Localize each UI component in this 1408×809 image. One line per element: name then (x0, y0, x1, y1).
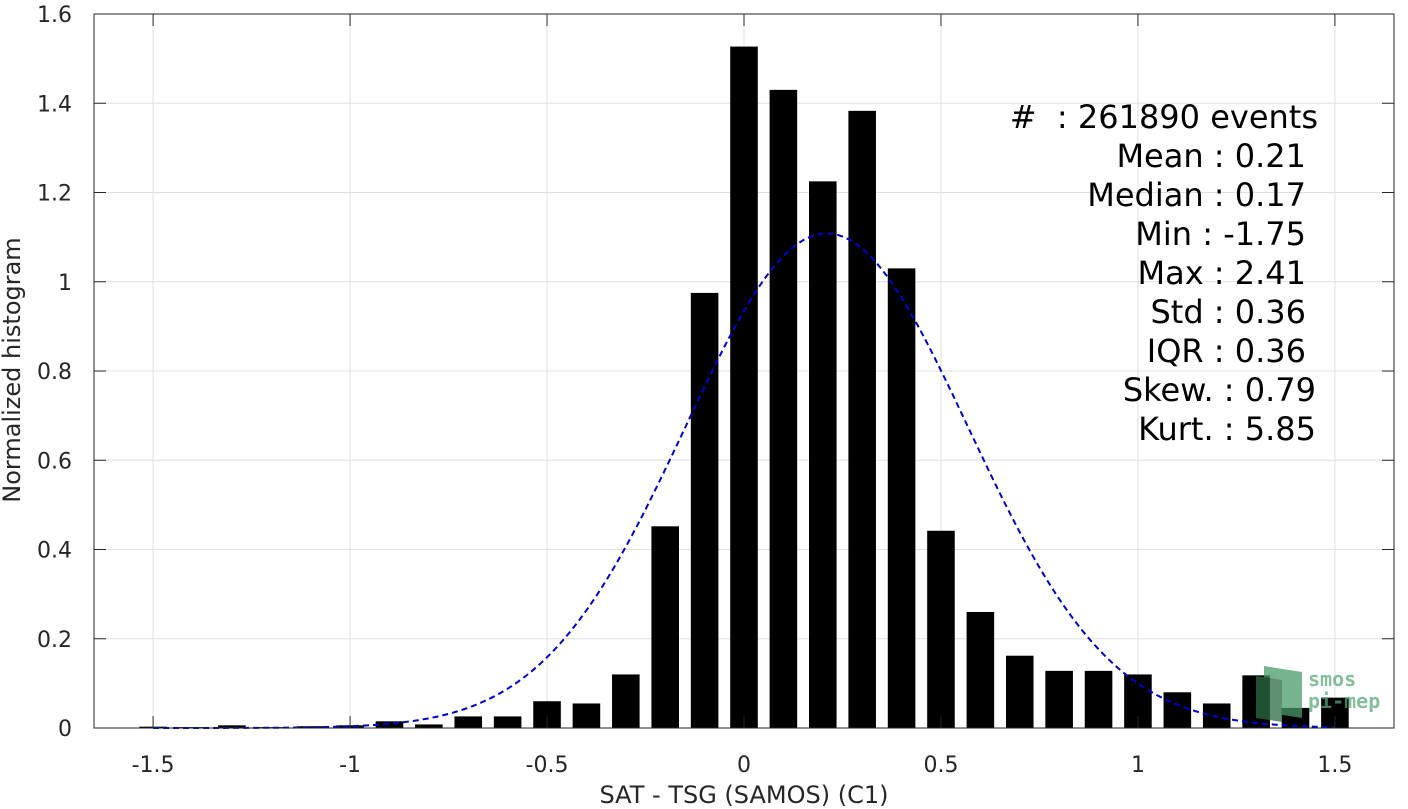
x-axis-label: SAT - TSG (SAMOS) (C1) (600, 781, 889, 809)
bar (296, 726, 325, 728)
y-tick-labels: 0 0.2 0.4 0.6 0.8 1 1.2 1.4 1.6 (37, 3, 72, 742)
y-tick-label: 0.6 (37, 449, 72, 474)
x-tick-label: 0 (737, 753, 751, 778)
bar (493, 716, 522, 728)
bar (1084, 670, 1113, 728)
bar (375, 721, 404, 728)
stat-min: Min : -1.75 (1135, 215, 1306, 253)
bar (1045, 670, 1073, 728)
stat-median: Median : 0.17 (1087, 176, 1306, 214)
x-tick-label: 1 (1131, 753, 1145, 778)
bar (809, 181, 837, 728)
bar (769, 89, 798, 729)
stat-skew: Skew. : 0.79 (1123, 371, 1316, 409)
bar (1005, 655, 1034, 728)
bar (651, 526, 679, 728)
bar (612, 674, 640, 728)
bar (966, 611, 995, 728)
bar (690, 292, 719, 728)
stat-iqr: IQR : 0.36 (1147, 332, 1306, 370)
normal-fit-curve (153, 232, 1335, 729)
y-tick-label: 0.8 (37, 360, 72, 385)
bar (454, 716, 483, 728)
y-axis-label: Normalized histogram (0, 237, 26, 502)
y-tick-label: 1.6 (37, 3, 72, 28)
stat-max: Max : 2.41 (1137, 254, 1306, 292)
stat-mean: Mean : 0.21 (1116, 137, 1306, 175)
bar (415, 724, 443, 728)
axis-ticks (94, 13, 1394, 729)
smos-pimep-logo: smos pi-mep (1256, 666, 1380, 722)
y-tick-label: 0 (58, 717, 72, 742)
bar (1163, 692, 1192, 728)
stat-kurt: Kurt. : 5.85 (1138, 410, 1316, 448)
stat-events: # : 261890 events (1010, 98, 1318, 136)
y-tick-label: 1 (58, 271, 72, 296)
bar (887, 268, 916, 728)
logo-text-pimep: pi-mep (1308, 689, 1380, 713)
x-tick-label: 0.5 (923, 753, 958, 778)
bar (730, 46, 758, 729)
y-tick-label: 0.4 (37, 539, 72, 564)
x-tick-label: -1 (339, 753, 361, 778)
logo-text-smos: smos (1308, 667, 1356, 691)
logo-mark-shade (1256, 676, 1282, 722)
x-tick-labels: -1.5 -1 -0.5 0 0.5 1 1.5 (132, 753, 1353, 778)
x-tick-label: -1.5 (132, 753, 175, 778)
bar (572, 703, 601, 728)
x-tick-label: 1.5 (1317, 753, 1352, 778)
bar (927, 530, 955, 728)
y-tick-label: 1.4 (37, 92, 72, 117)
y-tick-label: 1.2 (37, 182, 72, 207)
y-tick-label: 0.2 (37, 628, 72, 653)
statistics-annotation: # : 261890 events Mean : 0.21 Median : 0… (1010, 98, 1318, 448)
stat-std: Std : 0.36 (1150, 293, 1306, 331)
x-tick-label: -0.5 (526, 753, 569, 778)
bar (848, 110, 876, 729)
bar (218, 725, 246, 728)
